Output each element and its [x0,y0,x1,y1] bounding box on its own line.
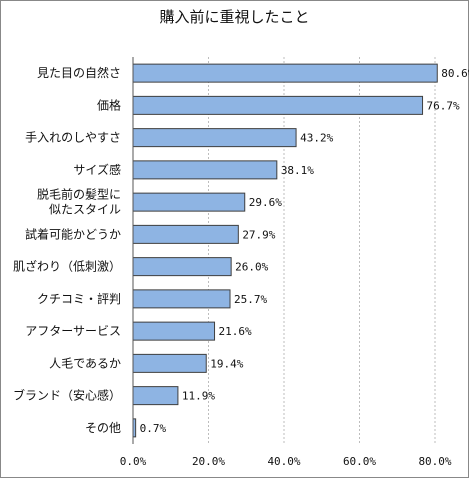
category-label: ブランド（安心感） [13,388,121,403]
category-label: クチコミ・評判 [37,291,121,306]
category-label: 手入れのしやすさ [25,131,121,145]
bar [132,192,246,212]
value-label: 19.4% [210,357,243,370]
value-label: 0.7% [140,422,167,435]
bar [132,257,232,277]
value-label: 21.6% [219,325,252,338]
value-label: 27.9% [242,228,275,241]
x-tick-label: 20.0% [192,455,225,468]
bar [132,353,207,373]
x-tick-labels: 0.0% 20.0% 40.0% 60.0% 80.0% [120,455,452,468]
category-label: 脱毛前の髪型に似たスタイル [37,187,121,217]
category-label: 価格 [97,97,121,112]
value-label: 11.9% [182,390,215,403]
bar [132,160,278,180]
category-label: 試着可能かどうか [25,226,121,241]
grid-lines [208,57,436,444]
bar [132,289,231,309]
value-label: 26.0% [235,261,268,274]
bar [132,128,297,148]
category-label: 肌ざわり（低刺激） [13,259,121,274]
chart-title: 購入前に重視したこと [159,8,310,26]
bar [132,386,179,406]
bars [132,63,438,438]
category-labels: 見た目の自然さ価格手入れのしやすさサイズ感脱毛前の髪型に似たスタイル試着可能かど… [13,65,121,435]
x-tick-label: 40.0% [267,455,300,468]
category-label: 人毛であるか [49,356,121,370]
category-label: アフターサービス [25,324,121,338]
value-label: 76.7% [427,99,460,112]
category-label: 見た目の自然さ [37,65,121,80]
bar [132,224,239,244]
bar [132,321,216,341]
value-label: 29.6% [249,196,282,209]
category-label: その他 [85,421,121,435]
category-label: サイズ感 [73,162,121,177]
bar [132,63,438,83]
x-tick-label: 60.0% [343,455,376,468]
x-tick-label: 0.0% [120,455,147,468]
value-label: 80.6% [441,67,469,80]
value-label: 25.7% [234,293,267,306]
value-labels: 80.6% 76.7% 43.2% 38.1% 29.6% 27.9% 26.0% 25.7%… [140,67,469,435]
bar [132,95,424,115]
value-label: 43.2% [300,132,333,145]
value-label: 38.1% [281,164,314,177]
x-tick-label: 80.0% [418,455,451,468]
